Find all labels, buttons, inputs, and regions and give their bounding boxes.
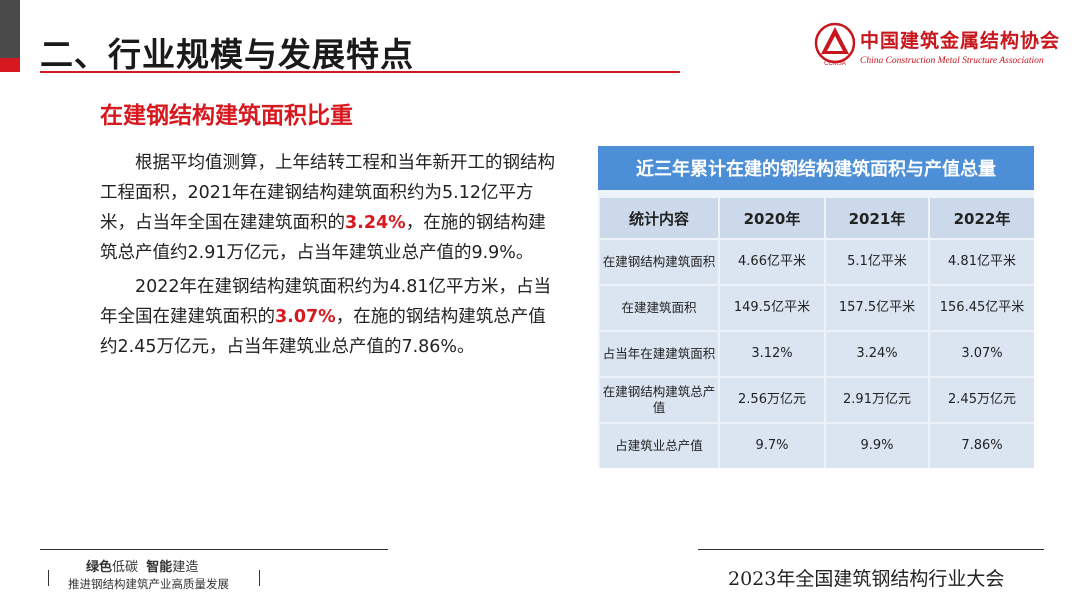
table-cell: 3.12% — [720, 332, 824, 376]
slogan-build: 建造 — [172, 560, 199, 575]
association-logo: CCMSA 中国建筑金属结构协会 China Construction Meta… — [814, 22, 1059, 70]
table-row: 占建筑业总产值 9.7% 9.9% 7.86% — [600, 424, 1034, 468]
slogan-smart: 智能 — [146, 560, 173, 575]
p1-text-b: ，在施的钢结构建筑总产值约2.91万亿元，占当年建筑业总产值的9.9%。 — [100, 213, 546, 263]
table-cell: 157.5亿平米 — [826, 286, 928, 330]
body-text: 根据平均值测算，上年结转工程和当年新开工的钢结构工程面积，2021年在建钢结构建… — [100, 148, 560, 366]
stats-table: 统计内容 2020年 2021年 2022年 在建钢结构建筑面积 4.66亿平米… — [598, 196, 1036, 470]
table-row: 在建建筑面积 149.5亿平米 157.5亿平米 156.45亿平米 — [600, 286, 1034, 330]
p2-text-a: 2022年在建钢结构建筑面积约为4.81亿平方米，占当年全国在建建筑面积的 — [100, 277, 551, 327]
table-row: 占当年在建建筑面积 3.12% 3.24% 3.07% — [600, 332, 1034, 376]
slogan-bracket — [48, 570, 260, 586]
logo-english-name: China Construction Metal Structure Assoc… — [860, 56, 1044, 66]
table-cell: 在建建筑面积 — [600, 286, 718, 330]
table-row: 在建钢结构建筑面积 4.66亿平米 5.1亿平米 4.81亿平米 — [600, 240, 1034, 284]
table-title: 近三年累计在建的钢结构建筑面积与产值总量 — [598, 146, 1034, 190]
table-header-cell: 2021年 — [826, 198, 928, 238]
table-cell: 5.1亿平米 — [826, 240, 928, 284]
table-cell: 7.86% — [930, 424, 1034, 468]
table-cell: 4.81亿平米 — [930, 240, 1034, 284]
accent-bar — [0, 0, 20, 70]
p1-highlight: 3.24% — [345, 213, 406, 233]
table-cell: 2.91万亿元 — [826, 378, 928, 422]
footer-divider-right — [698, 549, 1044, 550]
accent-red-mark — [0, 58, 20, 72]
paragraph-2021: 根据平均值测算，上年结转工程和当年新开工的钢结构工程面积，2021年在建钢结构建… — [100, 148, 560, 268]
table-cell: 2.56万亿元 — [720, 378, 824, 422]
ccmsa-emblem-icon: CCMSA — [814, 22, 856, 67]
table-cell: 在建钢结构建筑面积 — [600, 240, 718, 284]
table-cell: 3.24% — [826, 332, 928, 376]
footer-divider-left — [40, 549, 388, 550]
table-cell: 4.66亿平米 — [720, 240, 824, 284]
p1-text-a: 根据平均值测算，上年结转工程和当年新开工的钢结构工程面积，2021年在建钢结构建… — [100, 153, 555, 233]
p2-highlight: 3.07% — [275, 307, 336, 327]
slogan-lowcarbon: 低碳 — [112, 560, 139, 575]
p2-text-b: ，在施的钢结构建筑总产值约2.45万亿元，占当年建筑业总产值的7.86%。 — [100, 307, 546, 357]
table-cell: 2.45万亿元 — [930, 378, 1034, 422]
footer-slogan: 绿色低碳 智能建造 — [86, 556, 198, 575]
table-header-cell: 统计内容 — [600, 198, 718, 238]
table-cell: 3.07% — [930, 332, 1034, 376]
table-header-cell: 2020年 — [720, 198, 824, 238]
stats-table-panel: 近三年累计在建的钢结构建筑面积与产值总量 统计内容 2020年 2021年 20… — [598, 146, 1034, 468]
slogan-green: 绿色 — [86, 560, 113, 575]
section-subtitle: 在建钢结构建筑面积比重 — [100, 103, 353, 129]
table-cell: 占当年在建建筑面积 — [600, 332, 718, 376]
paragraph-2022: 2022年在建钢结构建筑面积约为4.81亿平方米，占当年全国在建建筑面积的3.0… — [100, 272, 560, 362]
page-title: 二、行业规模与发展特点 — [40, 35, 414, 74]
logo-chinese-name: 中国建筑金属结构协会 — [860, 30, 1061, 52]
title-underline — [40, 71, 680, 73]
conference-name: 2023年全国建筑钢结构行业大会 — [728, 568, 1005, 590]
table-cell: 149.5亿平米 — [720, 286, 824, 330]
table-cell: 占建筑业总产值 — [600, 424, 718, 468]
table-cell: 156.45亿平米 — [930, 286, 1034, 330]
logo-badge-text: CCMSA — [824, 61, 846, 67]
table-header-row: 统计内容 2020年 2021年 2022年 — [600, 198, 1034, 238]
table-cell: 9.7% — [720, 424, 824, 468]
table-row: 在建钢结构建筑总产值 2.56万亿元 2.91万亿元 2.45万亿元 — [600, 378, 1034, 422]
footer-slogan-secondary: 推进钢结构建筑产业高质量发展 — [68, 577, 229, 591]
table-header-cell: 2022年 — [930, 198, 1034, 238]
table-cell: 9.9% — [826, 424, 928, 468]
table-cell: 在建钢结构建筑总产值 — [600, 378, 718, 422]
